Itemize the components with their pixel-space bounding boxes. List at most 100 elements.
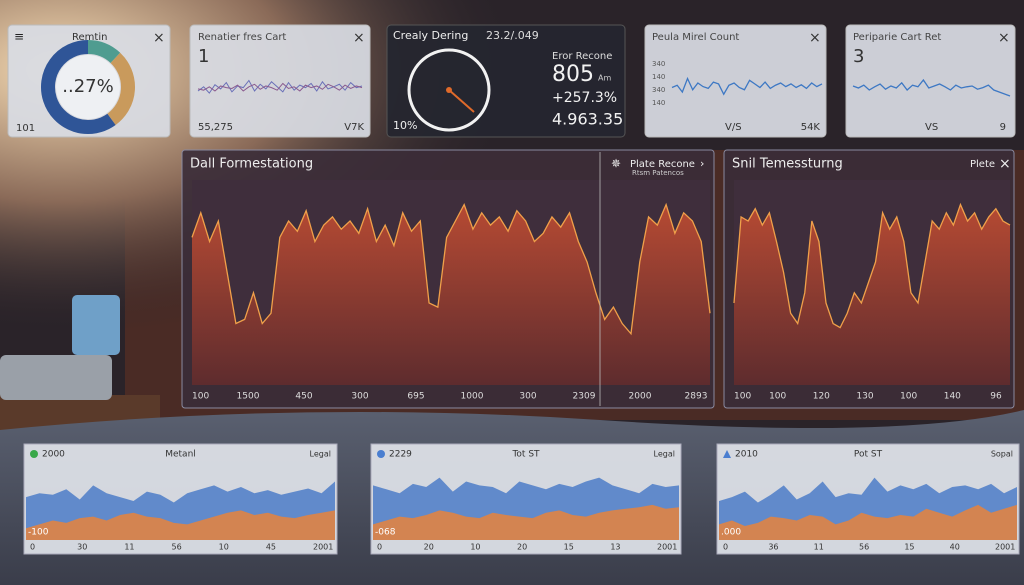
x-tick-label: 15 [564,543,574,552]
line [671,76,823,96]
y-tick-label: 140 [652,99,665,107]
label: 55,275 [198,122,233,133]
area [373,504,679,540]
donut-segment [41,40,116,134]
label: Remtin [72,32,107,43]
card [845,24,1016,138]
chevron[interactable]: › [700,157,704,170]
x-tick-label: 2001 [657,543,677,552]
label: 2229 [389,450,412,460]
panel-title: Dall Formestationg [190,157,313,172]
x-tick-label: 11 [124,543,134,552]
label: ..27% [62,76,113,97]
x-tick-label: 2000 [629,392,652,402]
legend-icon [30,450,38,458]
x-tick-label: 2001 [995,543,1015,552]
label: 101 [16,123,35,134]
label: Peula Mirel Count [652,32,739,43]
card [189,24,371,138]
area [734,204,1010,385]
label: Legal [310,450,331,459]
label: Metanl [165,450,196,460]
label: 3 [853,46,864,67]
label: Sopal [991,450,1013,459]
label: Plate Recone [630,159,695,170]
label: VS [925,122,938,133]
close-button[interactable]: × [809,30,821,46]
x-tick-label: 300 [519,392,536,402]
legend-icon [723,450,731,458]
gauge-hub [446,87,452,93]
x-tick-label: 140 [944,392,961,402]
y-tick-label: 340 [652,60,665,68]
x-tick-label: 15 [904,543,914,552]
label: Tot ST [511,450,540,460]
line [191,202,711,336]
close-button[interactable]: × [353,30,365,46]
x-tick-label: 2893 [685,392,708,402]
x-tick-label: 0 [377,543,382,552]
x-tick-label: 13 [610,543,620,552]
x-tick-label: 1500 [237,392,260,402]
label: 54K [801,122,821,133]
donut-segment [107,52,135,126]
x-tick-label: 20 [424,543,434,552]
x-tick-label: 1000 [461,392,484,402]
card [386,24,626,138]
x-tick-label: 695 [407,392,424,402]
x-tick-label: 96 [990,392,1002,402]
close-button[interactable]: × [999,156,1011,172]
label: Periparie Cart Ret [853,32,941,43]
gauge-needle [448,89,475,113]
x-tick-label: 0 [30,543,35,552]
gauge-ring [407,48,491,132]
x-tick-label: 2001 [313,543,333,552]
x-tick-label: 20 [517,543,527,552]
card [644,24,827,138]
label: 1 [198,46,209,67]
x-tick-label: 56 [172,543,182,552]
label: Legal [654,450,675,459]
x-tick-label: 100 [900,392,917,402]
label: 10% [393,119,417,132]
donut-hole [56,55,120,119]
label: +257.3% [552,90,617,106]
settings-icon[interactable]: ✵ [611,157,621,171]
area [719,504,1017,540]
panel-title: Snil Temessturng [732,157,843,172]
legend-icon [377,450,385,458]
label: 805 [552,62,594,87]
x-tick-label: 11 [814,543,824,552]
line [197,82,363,92]
close-button[interactable]: × [998,30,1010,46]
x-tick-label: 100 [769,392,786,402]
label: Crealy Dering [393,29,468,42]
label: 9 [1000,122,1006,133]
device [0,355,112,400]
label: Pot ST [854,450,883,460]
x-tick-label: 10 [470,543,480,552]
menu-icon[interactable]: ≡ [14,30,24,44]
label: 2000 [42,450,65,460]
action-button[interactable]: Plete [970,159,995,170]
x-tick-label: 100 [734,392,751,402]
x-tick-label: 36 [768,543,778,552]
label: 2010 [735,450,758,460]
x-tick-label: 0 [723,543,728,552]
label: Renatier fres Cart [198,32,286,43]
x-tick-label: 450 [295,392,312,402]
label: Am [598,74,611,83]
label: 23.2/.049 [486,29,539,42]
line [852,78,1011,97]
line [733,202,1011,329]
line [197,79,363,94]
area [26,510,335,540]
x-tick-label: 10 [219,543,229,552]
label: Eror Recone [552,51,612,62]
close-button[interactable]: × [153,30,165,46]
y-tick-label: 340 [652,86,665,94]
x-tick-label: 100 [192,392,209,402]
x-tick-label: 2309 [573,392,596,402]
